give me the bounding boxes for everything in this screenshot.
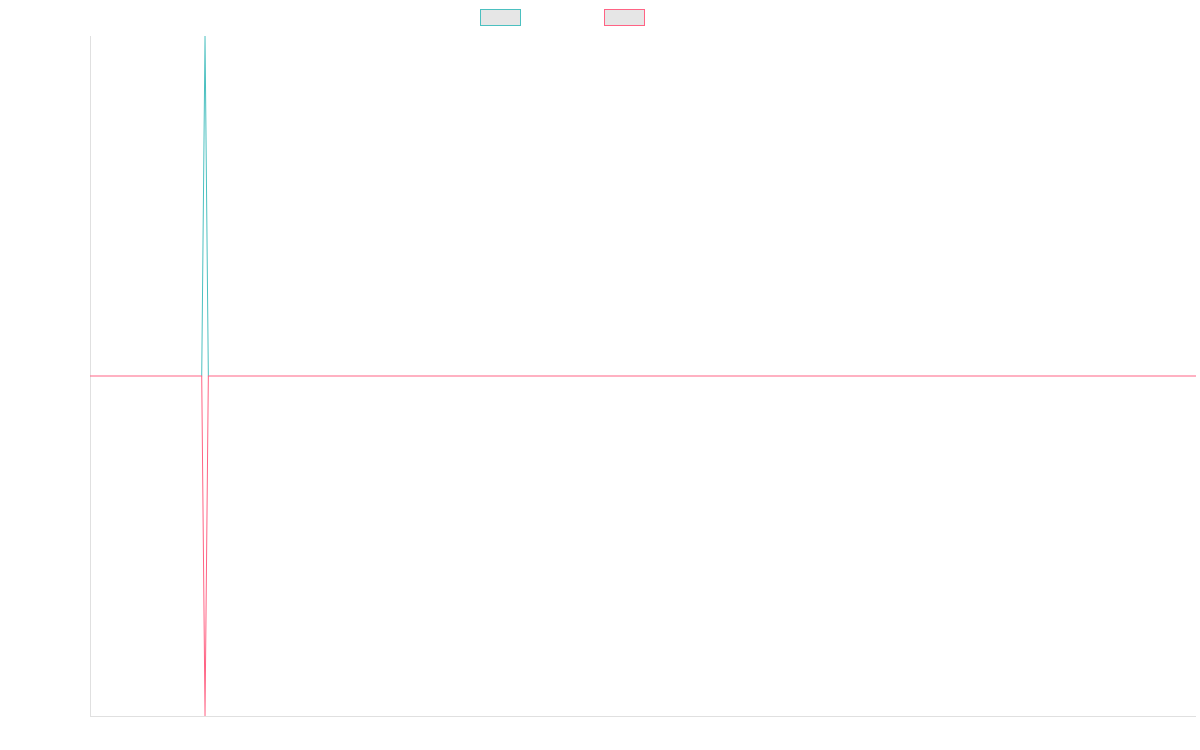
legend-swatch-1[interactable] xyxy=(480,9,521,26)
legend-swatch-2[interactable] xyxy=(604,9,645,26)
series-line-2 xyxy=(90,375,1196,717)
series-group xyxy=(90,35,1196,717)
legend xyxy=(480,9,645,26)
series-line-1 xyxy=(90,35,1196,377)
